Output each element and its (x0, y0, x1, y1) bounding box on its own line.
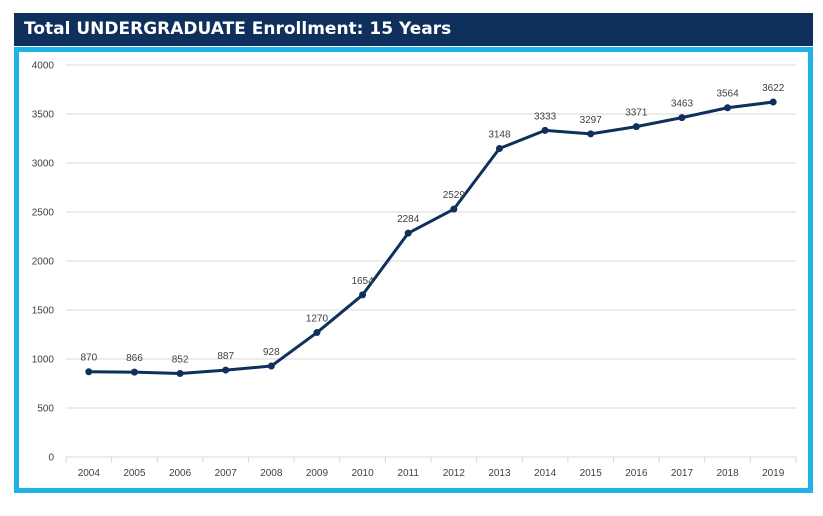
data-point (678, 114, 686, 122)
y-tick-label: 4000 (32, 61, 55, 72)
x-tick-label: 2019 (762, 468, 785, 479)
x-tick-label: 2017 (671, 468, 694, 479)
data-label: 3371 (625, 108, 648, 119)
data-label: 3333 (534, 111, 557, 122)
data-label: 887 (217, 351, 234, 362)
y-tick-label: 3000 (32, 159, 55, 170)
data-point (85, 368, 93, 376)
data-label: 3297 (580, 115, 603, 126)
data-point (587, 130, 595, 138)
data-label: 1654 (351, 276, 374, 287)
x-tick-label: 2007 (215, 468, 238, 479)
data-point (130, 368, 138, 376)
x-tick-label: 2012 (443, 468, 466, 479)
data-point (495, 144, 503, 152)
data-label: 3564 (716, 89, 739, 100)
x-tick-label: 2006 (169, 468, 192, 479)
series-line (88, 100, 774, 376)
x-tick-label: 2004 (78, 468, 101, 479)
x-tick-label: 2009 (306, 468, 329, 479)
x-tick-label: 2018 (716, 468, 739, 479)
x-tick-label: 2013 (488, 468, 511, 479)
y-tick-label: 0 (48, 453, 54, 464)
data-point (769, 98, 777, 106)
data-label: 852 (172, 355, 189, 366)
data-label: 3622 (762, 83, 785, 94)
data-point (313, 329, 321, 337)
chart-title: Total UNDERGRADUATE Enrollment: 15 Years (14, 13, 813, 46)
data-point (359, 291, 367, 299)
x-tick-label: 2008 (260, 468, 283, 479)
data-label: 3463 (671, 99, 694, 110)
x-tick-label: 2014 (534, 468, 557, 479)
y-tick-label: 3500 (32, 110, 55, 121)
x-tick-label: 2011 (397, 468, 419, 479)
x-tick-label: 2005 (123, 468, 146, 479)
y-tick-label: 1500 (32, 306, 55, 317)
data-label: 866 (126, 353, 143, 364)
line-chart: 0 500 1000 1500 2000 2500 3000 3500 4000 2004 2005… (32, 61, 797, 479)
data-point (632, 123, 640, 131)
y-tick-label: 500 (37, 404, 54, 415)
data-point (404, 229, 412, 237)
y-tick-label: 1000 (32, 355, 55, 366)
chart-frame: 0 500 1000 1500 2000 2500 3000 3500 4000 2004 2005… (14, 47, 813, 493)
y-tick-label: 2000 (32, 257, 55, 268)
x-tick-label: 2016 (625, 468, 648, 479)
data-point (267, 362, 275, 370)
data-point (541, 126, 549, 134)
data-label: 1270 (306, 314, 329, 325)
x-tick-label: 2010 (351, 468, 374, 479)
data-label: 928 (263, 347, 280, 358)
data-label: 3148 (488, 129, 511, 140)
data-point (176, 370, 184, 378)
data-point (450, 205, 458, 213)
data-label: 2529 (443, 190, 466, 201)
data-point (222, 366, 230, 374)
x-tick-label: 2015 (580, 468, 603, 479)
data-point (724, 104, 732, 112)
y-tick-label: 2500 (32, 208, 55, 219)
data-label: 2284 (397, 214, 420, 225)
data-label: 870 (80, 353, 97, 364)
